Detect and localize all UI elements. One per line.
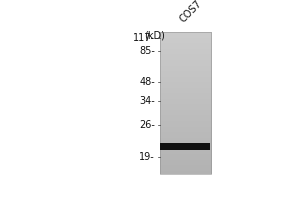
Text: (kD): (kD) [145,31,165,41]
Text: 85-: 85- [139,46,155,56]
Text: 117-: 117- [133,33,155,43]
Text: 48-: 48- [139,77,155,87]
Text: COS7: COS7 [178,0,204,24]
Text: 19-: 19- [139,152,155,162]
Bar [160,143,210,150]
Text: 34-: 34- [139,96,155,106]
Bar [160,32,211,174]
Text: 26-: 26- [139,120,155,130]
